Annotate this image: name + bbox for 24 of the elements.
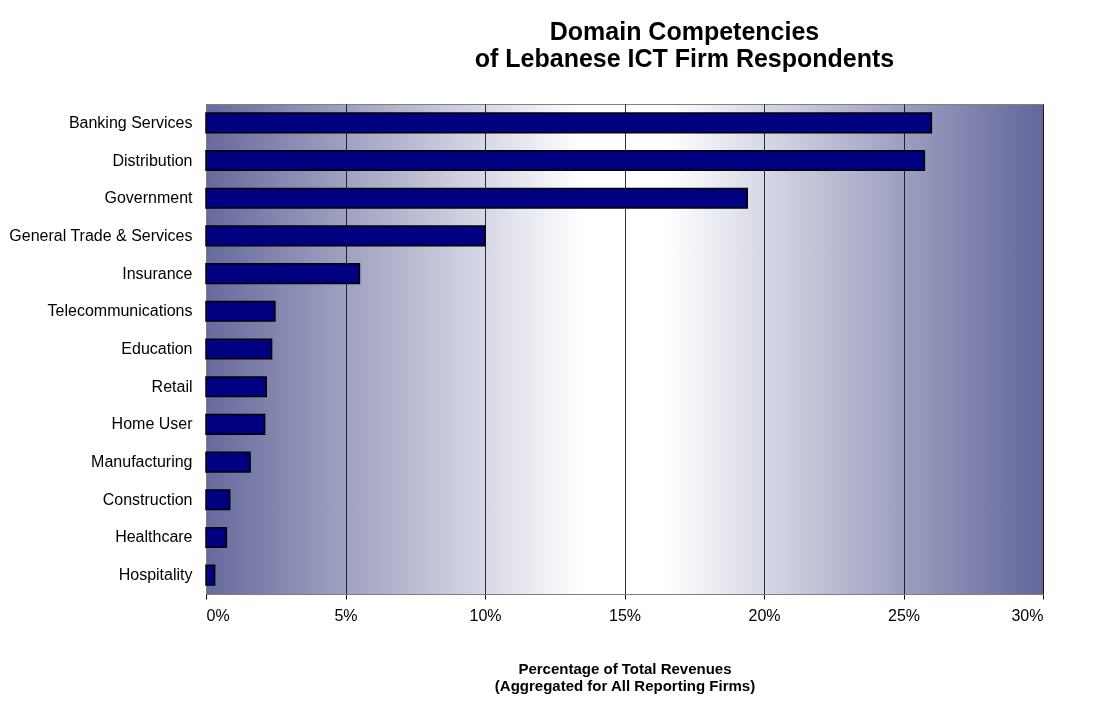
x-tick-label: 5% <box>334 606 358 624</box>
text: Domain Competencies <box>549 17 820 45</box>
y-tick-label: Distribution <box>112 151 193 169</box>
x-tick-label: 30% <box>1011 606 1044 624</box>
y-tick-label: Retail <box>151 377 193 395</box>
text: of Lebanese ICT Firm Respondents <box>474 44 895 72</box>
y-tick-label: General Trade & Services <box>9 226 193 244</box>
x-tick-label: 15% <box>608 606 642 624</box>
text: (Aggregated for All Reporting Firms) <box>494 676 756 694</box>
y-tick-label: Manufacturing <box>91 453 193 471</box>
y-tick-label: Government <box>104 189 194 207</box>
y-tick-label: Insurance <box>122 264 193 282</box>
x-tick-label: 0% <box>206 606 230 624</box>
text: Percentage of Total Revenues <box>518 659 732 677</box>
y-tick-label: Healthcare <box>115 528 193 546</box>
y-tick-label: Construction <box>102 490 193 508</box>
x-tick-label: 25% <box>887 606 921 624</box>
y-tick-label: Banking Services <box>68 113 193 131</box>
y-tick-label: Telecommunications <box>47 302 193 320</box>
y-tick-label: Education <box>121 340 193 357</box>
x-tick-label: 10% <box>469 606 502 624</box>
x-tick-label: 20% <box>748 606 781 624</box>
y-tick-label: Home User <box>111 415 194 433</box>
y-tick-label: Hospitality <box>118 566 193 584</box>
